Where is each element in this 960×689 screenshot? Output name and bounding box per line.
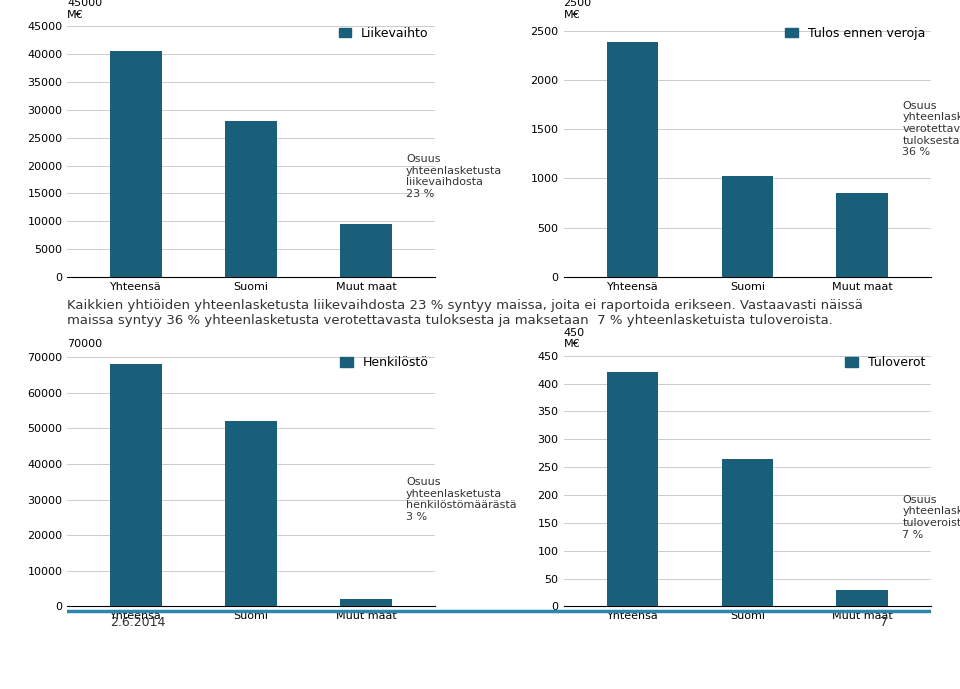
Bar xyxy=(110,364,162,606)
Bar xyxy=(226,422,276,606)
Text: 2500
M€: 2500 M€ xyxy=(564,0,591,20)
Bar xyxy=(607,373,659,606)
Text: 450
M€: 450 M€ xyxy=(564,328,585,349)
Text: 2.6.2014: 2.6.2014 xyxy=(110,616,166,628)
Legend: Tuloverot: Tuloverot xyxy=(840,351,930,374)
Text: 70000: 70000 xyxy=(67,340,103,349)
Text: 45000
M€: 45000 M€ xyxy=(67,0,103,20)
Legend: Henkilöstö: Henkilöstö xyxy=(335,351,434,374)
Bar xyxy=(836,193,888,277)
Bar xyxy=(722,459,773,606)
Legend: Tulos ennen veroja: Tulos ennen veroja xyxy=(780,22,930,45)
Legend: Liikevaihto: Liikevaihto xyxy=(334,22,434,45)
Text: Osuus
yhteenlasketusta
verotettavasta
tuloksesta
36 %: Osuus yhteenlasketusta verotettavasta tu… xyxy=(902,101,960,157)
Text: Osuus
yhteenlasketusta
henkilöstömäärästä
3 %: Osuus yhteenlasketusta henkilöstömääräst… xyxy=(406,477,516,522)
Bar xyxy=(340,224,392,277)
Bar xyxy=(722,176,773,277)
Text: Osuus
yhteenlasketuista
tuloveroista
7 %: Osuus yhteenlasketuista tuloveroista 7 % xyxy=(902,495,960,539)
Bar xyxy=(340,599,392,606)
Bar xyxy=(836,590,888,606)
Bar xyxy=(110,51,162,277)
Text: 7: 7 xyxy=(880,616,888,628)
Bar xyxy=(607,42,659,277)
Text: Osuus
yhteenlasketusta
liikevaihdosta
23 %: Osuus yhteenlasketusta liikevaihdosta 23… xyxy=(406,154,502,199)
Bar xyxy=(226,121,276,277)
Text: Kaikkien yhtiöiden yhteenlasketusta liikevaihdosta 23 % syntyy maissa, joita ei : Kaikkien yhtiöiden yhteenlasketusta liik… xyxy=(67,299,863,327)
